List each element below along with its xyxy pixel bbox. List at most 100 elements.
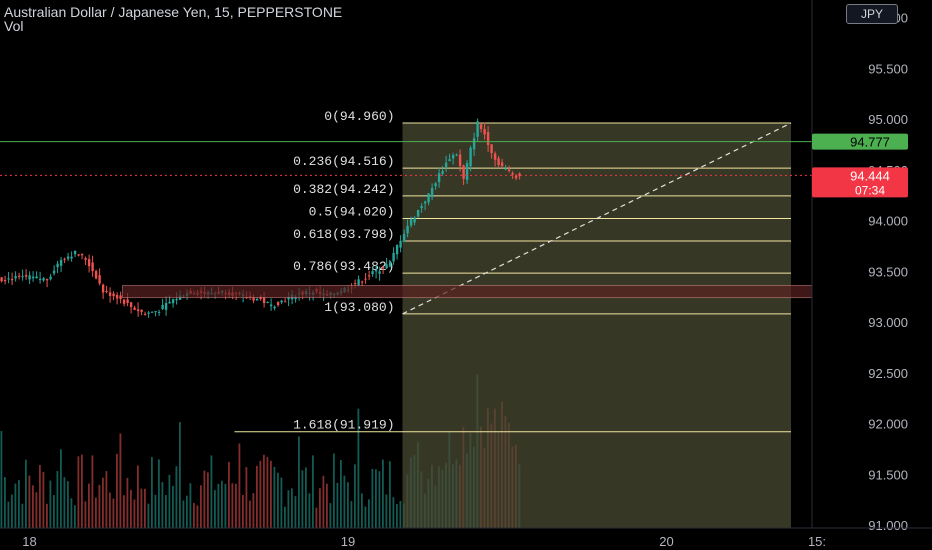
candle-body — [378, 271, 381, 274]
volume-bar — [186, 495, 188, 528]
candle-body — [381, 266, 385, 269]
candle-body — [462, 165, 465, 179]
price-overlays — [0, 141, 813, 299]
candle-body — [108, 292, 112, 296]
volume-bar — [319, 488, 321, 528]
candle-body — [280, 300, 283, 303]
volume-bar — [42, 471, 45, 528]
candle-body — [17, 275, 21, 277]
price-tick-label: 95.500 — [868, 61, 908, 76]
volume-bar — [112, 498, 115, 528]
candle-body — [42, 278, 45, 281]
volume-bar — [210, 455, 213, 528]
candle-body — [115, 295, 119, 299]
volume-bar — [392, 497, 395, 528]
candle-body — [413, 217, 416, 223]
candle-body — [157, 311, 161, 313]
candle-body — [66, 256, 70, 259]
volume-bar — [49, 480, 52, 528]
volume-bar — [298, 436, 300, 528]
candle-body — [392, 252, 395, 262]
volume-bar — [378, 471, 381, 528]
fib-level-label: 0.236(94.516) — [293, 154, 394, 169]
candle-body — [490, 144, 493, 154]
candle-body — [388, 261, 392, 267]
volume-bar — [98, 484, 101, 528]
volume-bar — [287, 490, 290, 528]
candle-body — [38, 278, 42, 280]
volume-bar — [273, 466, 276, 528]
volume-bar — [46, 503, 48, 528]
volume-bar — [340, 460, 342, 528]
candle-body — [126, 299, 129, 303]
volume-bar — [60, 449, 62, 528]
volume-bar — [368, 499, 370, 528]
candle-body — [133, 307, 136, 310]
volume-bar — [7, 501, 10, 528]
candle-body — [87, 259, 91, 267]
candle-body — [409, 219, 413, 226]
volume-bar — [308, 493, 311, 528]
volume-bar — [357, 408, 360, 528]
candle-body — [59, 259, 63, 266]
currency-button[interactable]: JPY — [846, 4, 898, 24]
candle-body — [458, 154, 462, 166]
fib-level-label: 0.786(93.482) — [293, 259, 394, 274]
volume-bar — [347, 482, 349, 528]
candle-body — [14, 276, 17, 279]
volume-bar — [18, 480, 20, 528]
candle-body — [262, 297, 266, 304]
volume-bar — [343, 475, 346, 528]
price-tick-label: 93.000 — [868, 315, 908, 330]
volume-bar — [371, 468, 374, 528]
volume-bar — [214, 490, 216, 528]
volume-bar — [238, 443, 241, 528]
time-tick-label: 18 — [22, 534, 36, 549]
volume-bar — [399, 501, 402, 528]
volume-bar — [256, 465, 258, 528]
volume-bar — [130, 489, 132, 528]
candle-body — [402, 233, 406, 242]
volume-bar — [53, 495, 55, 528]
volume-bar — [175, 466, 178, 528]
candle-body — [164, 303, 168, 310]
volume-bar — [179, 422, 181, 528]
candle-body — [24, 275, 28, 277]
candle-body — [423, 201, 427, 204]
candle-body — [98, 275, 101, 284]
volume-bar — [154, 494, 157, 528]
candle-body — [357, 279, 360, 286]
candle-body — [122, 299, 126, 304]
candle-body — [427, 193, 430, 203]
volume-bar — [263, 454, 265, 528]
price-tick-label: 92.500 — [868, 366, 908, 381]
candle-body — [77, 254, 80, 256]
candle-body — [360, 281, 364, 283]
volume-bar — [193, 503, 195, 528]
price-tick-label: 91.000 — [868, 518, 908, 533]
candle-body — [514, 175, 518, 179]
volume-bar — [39, 465, 41, 528]
candle-body — [252, 297, 255, 301]
volume-bar — [0, 431, 3, 528]
volume-bar — [35, 492, 38, 528]
volume-bar — [361, 493, 363, 528]
candle-body — [437, 173, 441, 183]
chart-title: Australian Dollar / Japanese Yen, 15, PE… — [4, 4, 343, 20]
volume-bar — [119, 433, 122, 528]
candle-body — [129, 302, 133, 308]
candle-body — [45, 278, 49, 281]
candle-body — [112, 293, 115, 297]
volume-bar — [277, 472, 279, 528]
candle-body — [493, 153, 497, 160]
candle-body — [283, 301, 287, 303]
volume-bar — [389, 461, 391, 528]
candle-body — [255, 298, 259, 301]
candle-body — [119, 295, 122, 300]
volume-bar — [382, 459, 384, 528]
current-price-label: 94.444 — [850, 168, 890, 183]
candle-body — [21, 276, 24, 278]
volume-bar — [74, 505, 76, 528]
fib-level-label: 0.382(94.242) — [293, 182, 394, 197]
